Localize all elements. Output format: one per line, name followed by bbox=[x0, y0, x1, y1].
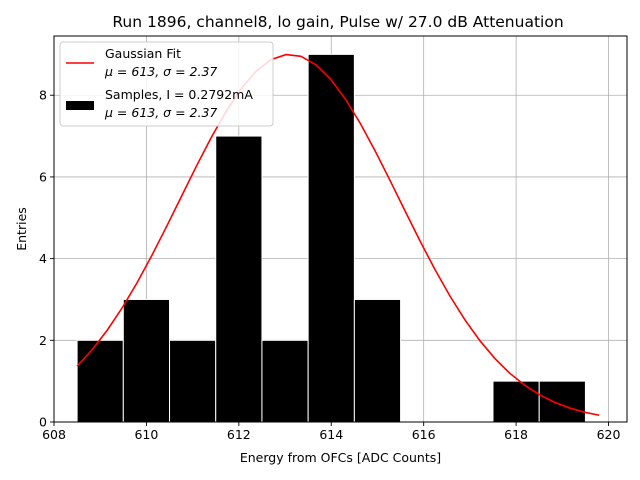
legend-fit-stats: μ = 613, σ = 2.37 bbox=[104, 64, 217, 79]
x-tick-label: 614 bbox=[319, 427, 343, 442]
histogram-bars bbox=[76, 53, 586, 423]
gaussian-fit-curve bbox=[76, 53, 600, 417]
histogram-bar bbox=[76, 339, 124, 423]
x-axis-ticks: 608 610 612 614 616 618 620 bbox=[42, 422, 620, 442]
histogram-bar bbox=[169, 339, 217, 423]
y-axis-ticks: 0 2 4 6 8 bbox=[39, 88, 54, 430]
plot-frame bbox=[53, 35, 628, 423]
y-axis-label: Entries bbox=[14, 207, 29, 251]
x-tick-label: 612 bbox=[227, 427, 251, 442]
legend-box bbox=[59, 41, 274, 127]
y-tick-label: 4 bbox=[39, 251, 47, 266]
legend-samples-label: Samples, I = 0.2792mA bbox=[105, 87, 253, 102]
legend-fit-label: Gaussian Fit bbox=[105, 46, 181, 61]
histogram-bar bbox=[307, 53, 355, 423]
x-tick-label: 610 bbox=[134, 427, 158, 442]
y-tick-label: 0 bbox=[39, 415, 47, 430]
histogram-bar bbox=[538, 380, 586, 423]
histogram-bar bbox=[492, 380, 540, 423]
fit-line bbox=[76, 53, 600, 417]
x-tick-label: 618 bbox=[504, 427, 528, 442]
legend-samples-stats: μ = 613, σ = 2.37 bbox=[104, 105, 217, 120]
chart-title: Run 1896, channel8, lo gain, Pulse w/ 27… bbox=[112, 13, 563, 31]
histogram-bar bbox=[122, 298, 171, 423]
y-tick-label: 6 bbox=[39, 169, 47, 184]
histogram-bar bbox=[261, 339, 309, 423]
x-axis-label: Energy from OFCs [ADC Counts] bbox=[240, 450, 441, 465]
histogram-bar bbox=[215, 135, 263, 423]
x-tick-label: 608 bbox=[42, 427, 66, 442]
legend-samples-swatch bbox=[66, 101, 94, 110]
x-tick-label: 616 bbox=[412, 427, 436, 442]
legend: Gaussian Fit μ = 613, σ = 2.37 Samples, … bbox=[59, 41, 274, 127]
histogram-bar bbox=[353, 298, 402, 423]
y-tick-label: 2 bbox=[39, 333, 47, 348]
y-tick-label: 8 bbox=[39, 88, 47, 103]
x-tick-label: 620 bbox=[597, 427, 621, 442]
